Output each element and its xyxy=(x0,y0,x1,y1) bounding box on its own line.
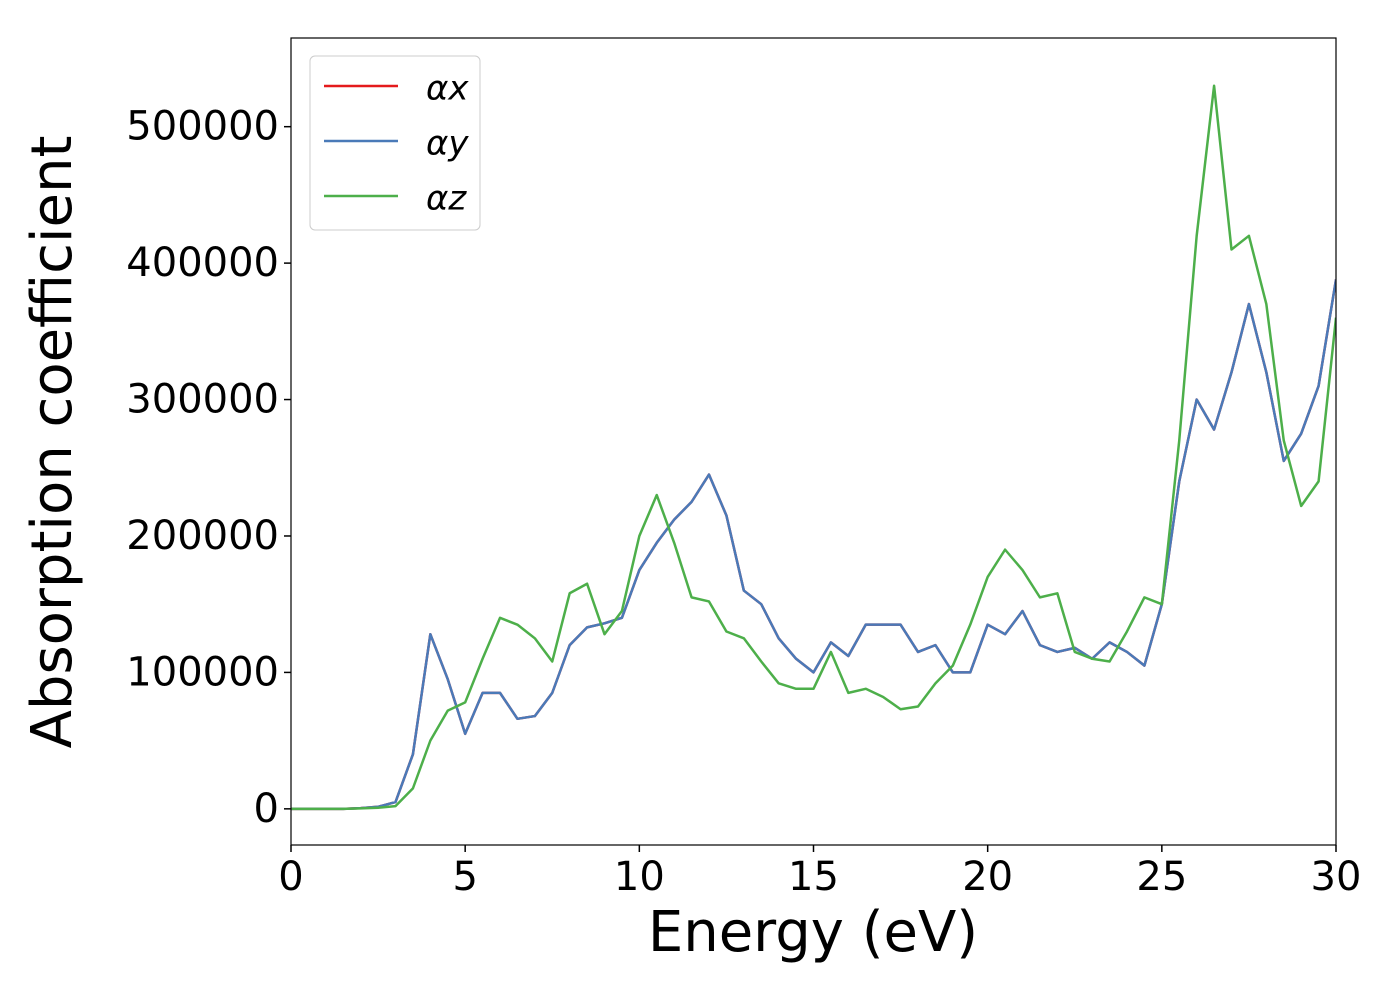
y-tick-label: 100000 xyxy=(126,649,279,695)
legend-label: αz xyxy=(426,179,467,219)
x-tick-label: 0 xyxy=(278,854,303,900)
x-axis-label: Energy (eV) xyxy=(648,900,978,965)
x-tick-label: 25 xyxy=(1136,854,1187,900)
legend-box xyxy=(309,55,481,231)
plot-frame xyxy=(290,37,1337,846)
y-tick-label: 500000 xyxy=(126,104,279,150)
y-axis-label: Absorption coefficient xyxy=(20,136,85,749)
series-line xyxy=(291,84,1336,811)
y-tick-label: 0 xyxy=(254,786,279,832)
x-tick-label: 5 xyxy=(452,854,477,900)
y-tick-label: 300000 xyxy=(126,377,279,423)
x-tick-label: 20 xyxy=(962,854,1013,900)
x-tick-label: 30 xyxy=(1311,854,1362,900)
y-tick-label: 200000 xyxy=(126,513,279,559)
y-tick-label: 400000 xyxy=(126,240,279,286)
legend-label: αx xyxy=(426,69,469,109)
x-tick-label: 10 xyxy=(614,854,665,900)
legend-label: αy xyxy=(426,124,469,164)
x-tick-label: 15 xyxy=(788,854,839,900)
series-line xyxy=(291,279,1336,811)
series-line xyxy=(291,279,1336,811)
